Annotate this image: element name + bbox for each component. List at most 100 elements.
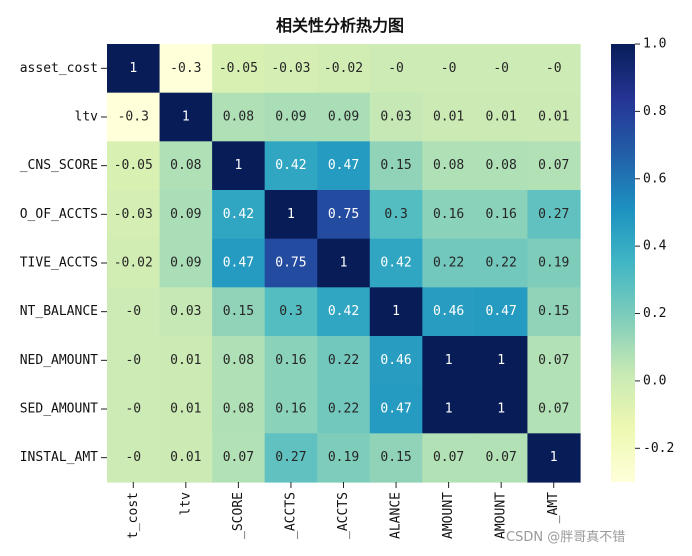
heatmap-cell [264, 238, 318, 288]
cell-value-label: 0.01 [433, 110, 464, 125]
cell-value-label: -0.03 [271, 61, 310, 76]
x-tick-labels: t_cost ltv _SCORE _ACCTS _ACCTS ALANCE AMOUNT A… [126, 482, 561, 539]
cell-value-label: 0.07 [538, 402, 569, 417]
heatmap-cell [474, 238, 529, 288]
heatmap-cell [317, 287, 371, 337]
cell-value-label: -0 [125, 353, 141, 368]
colorbar-tick-label: 0.0 [643, 373, 666, 388]
cell-value-label: 0.07 [538, 158, 569, 173]
cell-value-label: 1 [497, 402, 505, 417]
heatmap-cell [107, 92, 161, 142]
heatmap-cell [264, 287, 318, 337]
cell-value-label: 0.03 [380, 110, 411, 125]
cell-value-label: 0.07 [433, 450, 464, 465]
cell-value-label: 0.19 [538, 256, 569, 271]
y-tick-label: NT_BALANCE [20, 304, 98, 319]
heatmap-cell [474, 44, 529, 94]
heatmap-cell [317, 190, 371, 240]
cell-value-label: -0 [125, 402, 141, 417]
cell-value-label: 0.15 [380, 158, 411, 173]
x-tick-label: _ACCTS [283, 492, 298, 539]
heatmap-cell [317, 384, 371, 434]
cell-value-label: 0.09 [170, 207, 201, 222]
cell-value-label: 0.01 [538, 110, 569, 125]
cell-value-label: -0.05 [219, 61, 258, 76]
chart-title: 相关性分析热力图 [276, 16, 404, 35]
cell-value-label: 0.3 [384, 207, 407, 222]
cell-value-label: 1 [287, 207, 295, 222]
cell-value-label: 0.19 [328, 450, 359, 465]
cell-value-label: 0.08 [433, 158, 464, 173]
cell-value-label: -0 [546, 61, 562, 76]
heatmap-cell [527, 238, 581, 288]
heatmap-cell [264, 92, 318, 142]
cell-value-label: 0.42 [223, 207, 254, 222]
cell-value-label: -0.03 [114, 207, 153, 222]
y-tick-label: NED_AMOUNT [20, 353, 98, 368]
heatmap-cell [264, 336, 318, 386]
cell-value-label: -0.02 [324, 61, 363, 76]
heatmap-cell [422, 287, 476, 337]
cell-value-label: 0.07 [486, 450, 517, 465]
heatmap-cell [159, 44, 213, 94]
cell-value-label: -0 [388, 61, 404, 76]
heatmap-cell [369, 384, 423, 434]
colorbar-tick-label: 0.4 [643, 239, 667, 254]
heatmap-cell [159, 336, 213, 386]
heatmap-cell [422, 336, 476, 386]
cell-value-label: 0.16 [275, 402, 306, 417]
colorbar-tick-label: 0.6 [643, 171, 666, 186]
heatmap-cell [264, 141, 318, 191]
cell-value-label: 0.08 [223, 402, 254, 417]
heatmap-cell [212, 238, 266, 288]
heatmap-cell [369, 92, 423, 142]
heatmap-cell [317, 44, 371, 94]
heatmap-cell [422, 44, 476, 94]
heatmap-cell [264, 384, 318, 434]
cell-value-label: 0.01 [170, 402, 201, 417]
heatmap-cell [422, 141, 476, 191]
colorbar-tick-label: 0.2 [643, 306, 666, 321]
cell-value-label: 0.3 [279, 304, 302, 319]
heatmap-cell [369, 190, 423, 240]
heatmap-cells [107, 44, 581, 483]
cell-value-label: 1 [392, 304, 400, 319]
cell-value-label: 0.01 [170, 450, 201, 465]
heatmap-cell [159, 238, 213, 288]
cell-value-label: 1 [340, 256, 348, 271]
cell-value-label: 0.16 [275, 353, 306, 368]
cell-value-label: 0.16 [486, 207, 517, 222]
colorbar-tick-label: -0.2 [643, 441, 674, 456]
cell-value-label: 0.09 [275, 110, 306, 125]
cell-value-label: -0.05 [114, 158, 153, 173]
cell-value-label: 1 [497, 353, 505, 368]
x-tick-label: AMOUNT [441, 492, 456, 539]
heatmap-cell [474, 92, 529, 142]
cell-value-label: 0.42 [380, 256, 411, 271]
heatmap-cell [527, 141, 581, 191]
cell-value-label: 0.22 [328, 402, 359, 417]
y-tick-label: TIVE_ACCTS [20, 256, 98, 271]
heatmap-cell [107, 238, 161, 288]
heatmap-cell [527, 336, 581, 386]
heatmap-cell [159, 287, 213, 337]
y-tick-label: SED_AMOUNT [20, 402, 98, 417]
heatmap-cell [107, 44, 161, 94]
heatmap-cell [527, 287, 581, 337]
cell-value-label: -0.02 [114, 256, 153, 271]
heatmap-cell [422, 384, 476, 434]
x-tick-label: _SCORE [231, 492, 246, 539]
cell-value-label: 0.46 [433, 304, 464, 319]
cell-value-label: 0.07 [223, 450, 254, 465]
watermark: CSDN @胖哥真不错 [506, 530, 625, 545]
cell-value-label: 0.07 [538, 353, 569, 368]
heatmap-cell [369, 433, 423, 483]
cell-value-label: 0.22 [433, 256, 464, 271]
cell-value-label: 1 [129, 61, 137, 76]
cell-value-label: 0.09 [170, 256, 201, 271]
cell-value-label: 0.27 [538, 207, 569, 222]
cell-value-label: 0.16 [433, 207, 464, 222]
heatmap-cell [422, 190, 476, 240]
cell-value-label: -0 [441, 61, 457, 76]
cell-value-label: 0.22 [486, 256, 517, 271]
